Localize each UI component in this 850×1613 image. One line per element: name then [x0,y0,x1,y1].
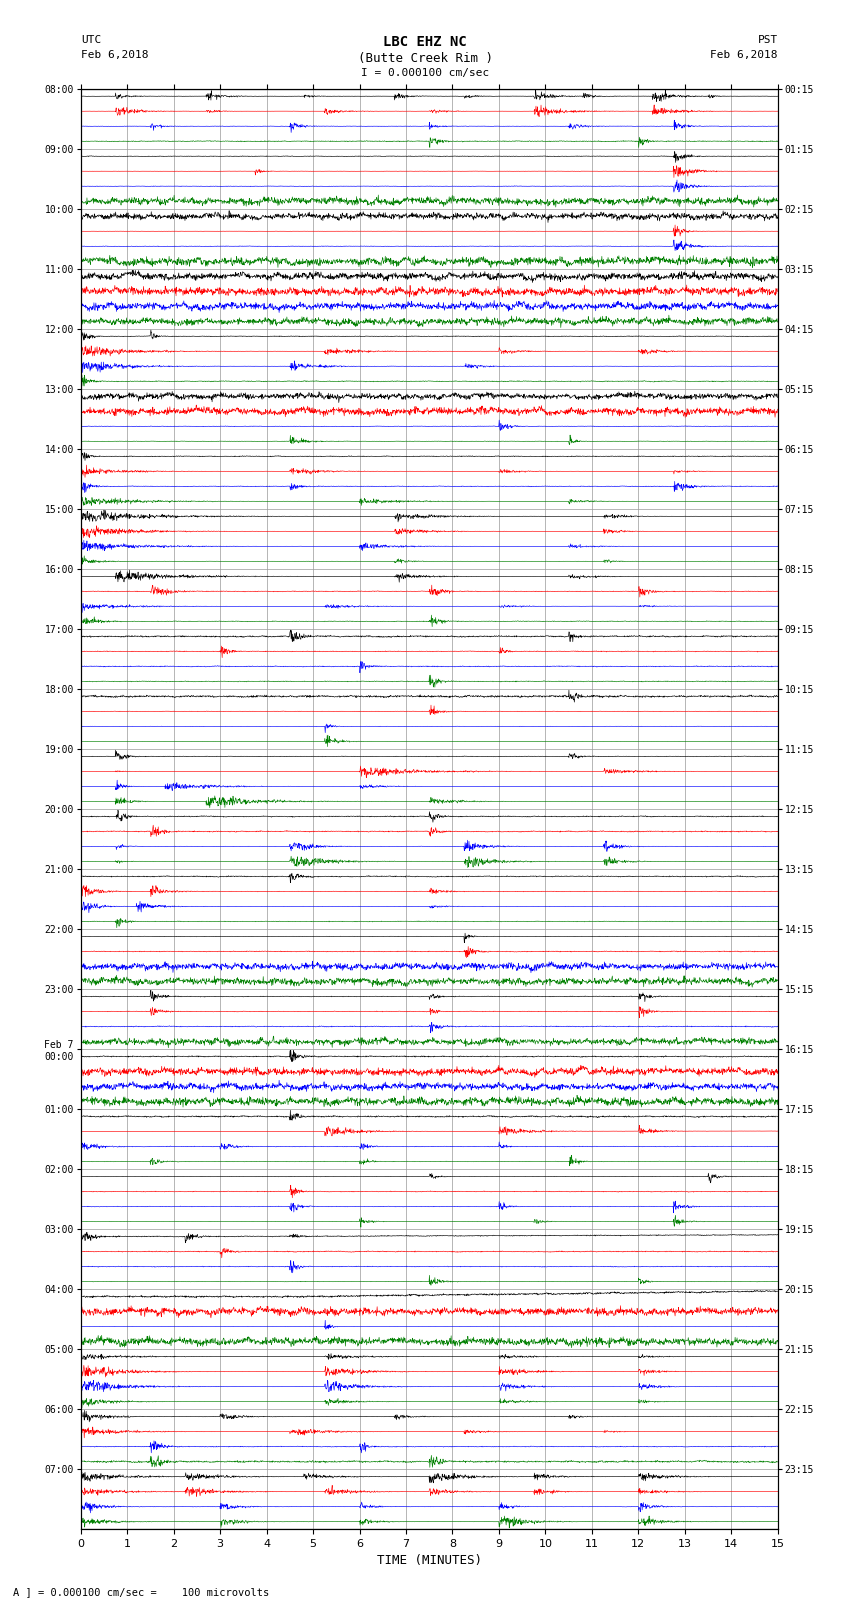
Text: I = 0.000100 cm/sec: I = 0.000100 cm/sec [361,68,489,77]
Text: UTC: UTC [81,35,101,45]
Text: A ] = 0.000100 cm/sec =    100 microvolts: A ] = 0.000100 cm/sec = 100 microvolts [13,1587,269,1597]
Text: Feb 6,2018: Feb 6,2018 [81,50,148,60]
Text: PST: PST [757,35,778,45]
X-axis label: TIME (MINUTES): TIME (MINUTES) [377,1555,482,1568]
Text: (Butte Creek Rim ): (Butte Creek Rim ) [358,52,492,65]
Text: LBC EHZ NC: LBC EHZ NC [383,35,467,50]
Text: Feb 6,2018: Feb 6,2018 [711,50,778,60]
